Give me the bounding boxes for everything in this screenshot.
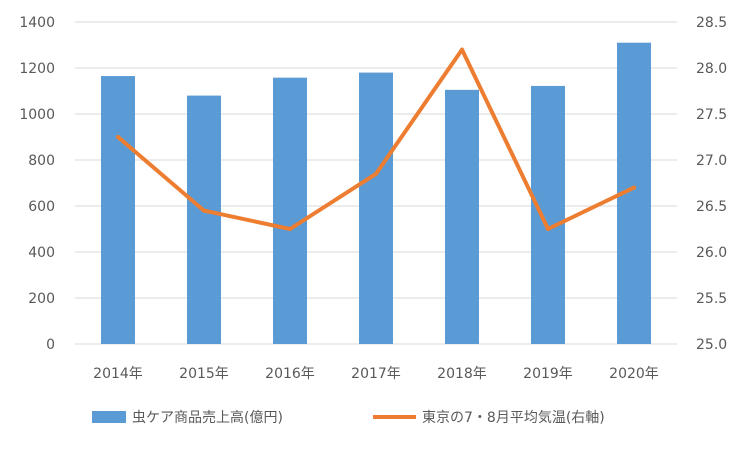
- y-left-tick-label: 1200: [19, 61, 55, 77]
- bar: [273, 77, 307, 344]
- y-right-tick-label: 26.0: [696, 245, 727, 261]
- line-point: [202, 208, 206, 213]
- y-right-tick-label: 26.5: [696, 199, 727, 215]
- y-left-tick-label: 200: [28, 291, 55, 307]
- line-point: [632, 185, 636, 190]
- x-tick-label: 2020年: [609, 366, 659, 382]
- y-right-tick-label: 27.5: [696, 107, 727, 123]
- y-right-tick-label: 25.0: [696, 337, 727, 353]
- y-right-tick-label: 28.0: [696, 61, 727, 77]
- y-right-tick-label: 27.0: [696, 153, 727, 169]
- x-tick-label: 2017年: [351, 366, 401, 382]
- y-left-tick-label: 600: [28, 199, 55, 215]
- line-point: [116, 135, 120, 139]
- x-tick-label: 2018年: [437, 366, 487, 382]
- y-right-tick-label: 25.5: [696, 291, 727, 307]
- y-left-tick-label: 1000: [19, 107, 55, 123]
- y-left-tick-label: 0: [46, 337, 55, 353]
- bar: [445, 89, 479, 344]
- y-left-tick-label: 1400: [19, 15, 55, 31]
- x-tick-label: 2015年: [179, 366, 229, 382]
- legend-line-label: 東京の7・8月平均気温(右軸): [422, 410, 605, 426]
- x-tick-label: 2016年: [265, 366, 315, 382]
- bar: [531, 85, 565, 344]
- line-series: [116, 47, 636, 231]
- x-axis-ticks: 2014年 2015年 2016年 2017年 2018年 2019年 2020年: [93, 366, 659, 382]
- bar-series: [101, 42, 651, 345]
- bar: [101, 76, 135, 345]
- line-point: [546, 227, 550, 231]
- y-left-tick-label: 800: [28, 153, 55, 169]
- x-tick-label: 2019年: [523, 366, 573, 382]
- line-point: [288, 227, 292, 231]
- legend: 虫ケア商品売上高(億円) 東京の7・8月平均気温(右軸): [92, 409, 605, 426]
- y-left-tick-label: 400: [28, 245, 55, 261]
- left-axis-ticks: 0 200 400 600 800 1000 1200 1400: [19, 15, 55, 353]
- y-right-tick-label: 28.5: [696, 15, 727, 31]
- line-point: [374, 171, 378, 176]
- right-axis-ticks: 25.0 25.5 26.0 26.5 27.0 27.5 28.0 28.5: [696, 15, 727, 353]
- line-point: [460, 47, 464, 52]
- bar: [359, 72, 393, 344]
- bar: [187, 95, 221, 344]
- legend-bar-swatch: [92, 411, 126, 423]
- legend-bar-label: 虫ケア商品売上高(億円): [132, 409, 283, 426]
- x-tick-label: 2014年: [93, 366, 143, 382]
